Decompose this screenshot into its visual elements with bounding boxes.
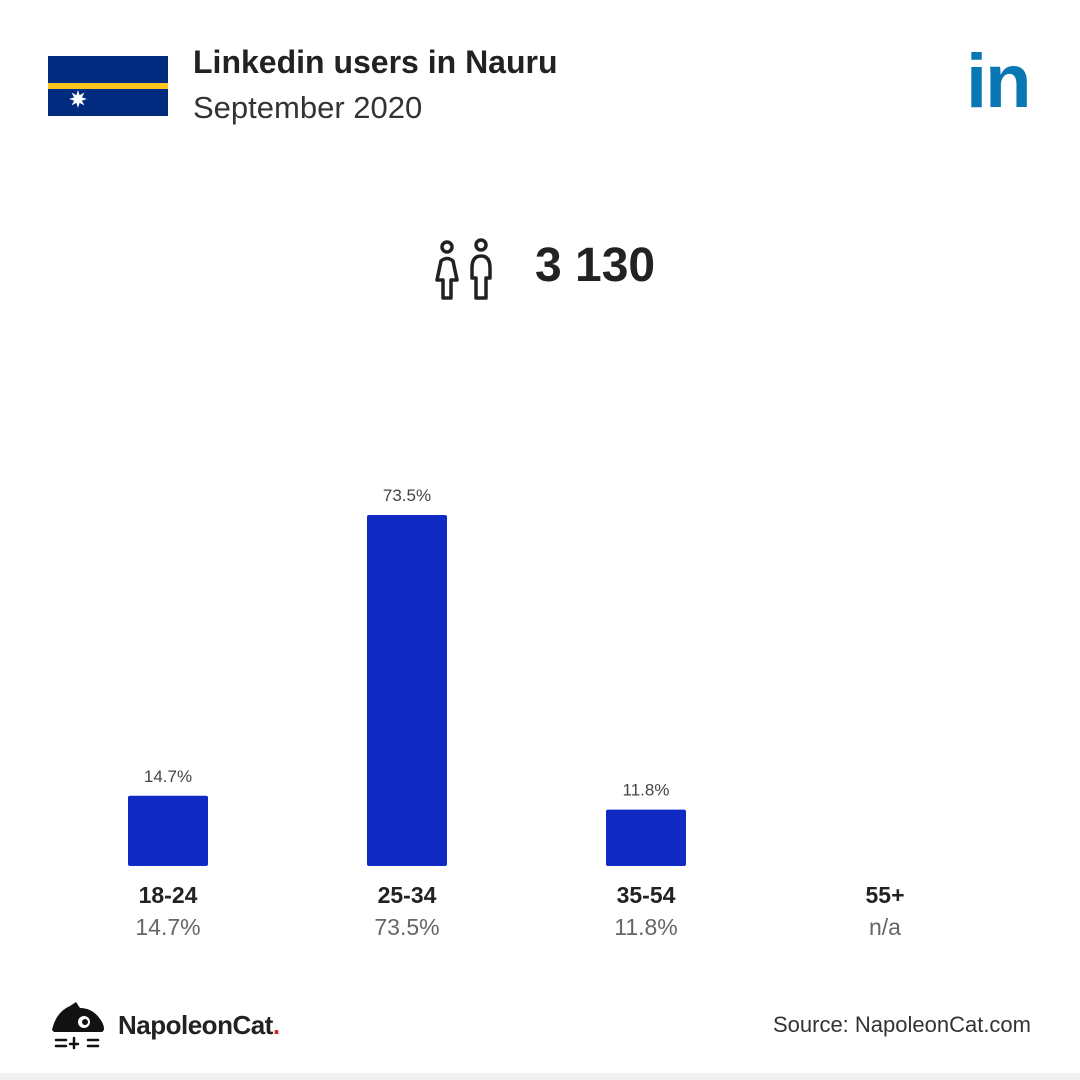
category-label: 55+	[865, 882, 905, 908]
source-text: Source: NapoleonCat.com	[772, 1012, 1031, 1037]
napoleoncat-logo-icon	[52, 1002, 104, 1050]
age-distribution-chart: 14.7% 73.5% 11.8%	[128, 486, 686, 866]
nauru-flag-icon	[48, 56, 168, 116]
bar-18-24	[128, 795, 208, 866]
footer-brand-name: NapoleonCat	[118, 1010, 273, 1040]
category-label: 35-54	[616, 882, 676, 908]
bar-value-label: 73.5%	[383, 486, 431, 505]
category-value: 73.5%	[374, 914, 440, 940]
bar-35-54	[606, 809, 686, 866]
bar-value-label: 11.8%	[623, 781, 670, 800]
category-value: 11.8%	[614, 914, 678, 940]
category-value: 14.7%	[135, 914, 201, 940]
category-value: n/a	[869, 914, 901, 940]
footer-brand: NapoleonCat.	[118, 1010, 280, 1041]
page-title: Linkedin users in Nauru	[193, 44, 558, 80]
bar-25-34	[367, 515, 447, 866]
category-label: 25-34	[377, 882, 437, 908]
people-icon	[435, 238, 492, 300]
category-label: 18-24	[138, 882, 198, 908]
linkedin-logo-icon: in	[966, 39, 1032, 124]
footer-brand-dot: .	[272, 1010, 280, 1040]
bottom-divider	[0, 1073, 1080, 1080]
total-users: 3 130	[535, 239, 656, 292]
bar-value-label: 14.7%	[144, 767, 192, 786]
page-subtitle: September 2020	[193, 90, 423, 125]
